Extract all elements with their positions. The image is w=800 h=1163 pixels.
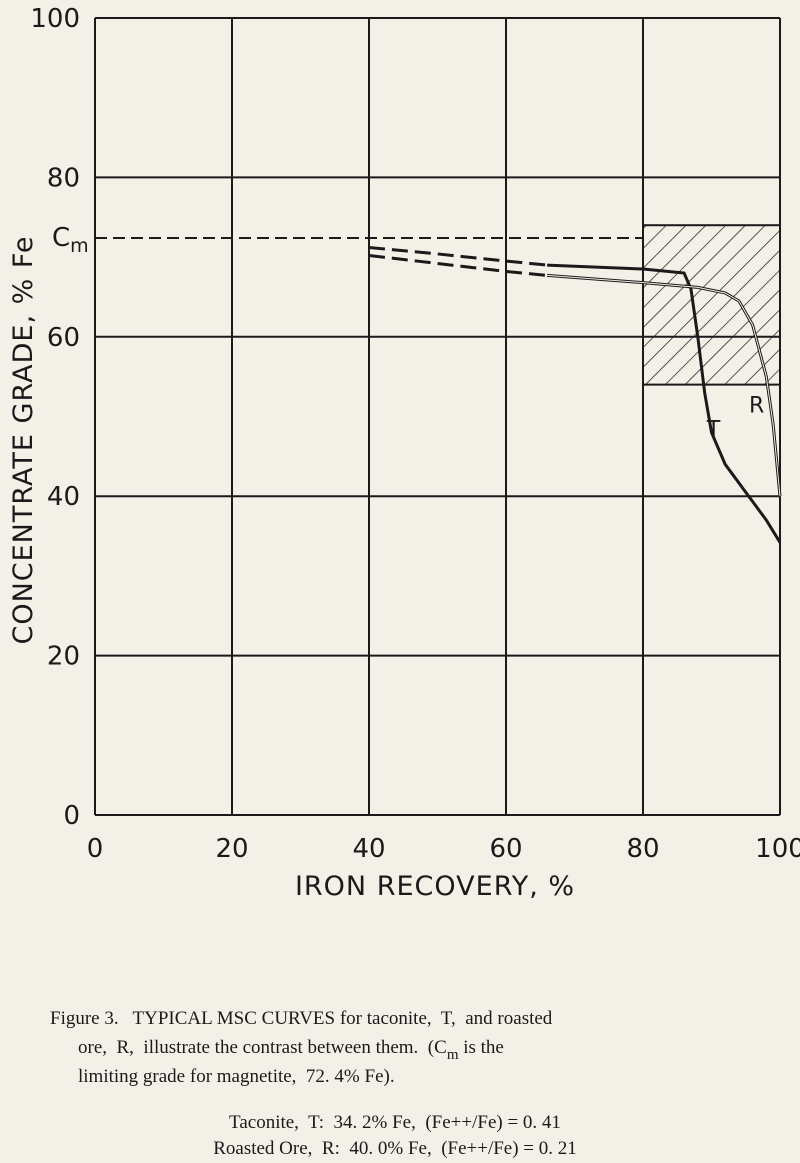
note-line: Roasted Ore, R: 40. 0% Fe, (Fe++/Fe) = 0… <box>213 1138 577 1159</box>
curve-label: R <box>749 394 764 419</box>
caption-line: limiting grade for magnetite, 72. 4% Fe)… <box>78 1066 395 1087</box>
x-axis-title: IRON RECOVERY, % <box>295 871 575 902</box>
curve <box>547 263 782 544</box>
curve <box>368 254 548 277</box>
curve-inner <box>547 274 781 497</box>
x-tick-label: 0 <box>87 834 104 864</box>
y-axis-title: CONCENTRATE GRADE, % Fe <box>8 235 39 644</box>
y-tick-label: 40 <box>47 482 80 512</box>
x-tick-label: 40 <box>352 834 385 864</box>
caption-part: limiting grade for magnetite, 72. 4% Fe)… <box>78 1066 395 1087</box>
x-tick-label: 80 <box>626 834 659 864</box>
curve-label: T <box>706 417 721 442</box>
caption-part: m <box>447 1047 459 1063</box>
caption-part: Figure 3. TYPICAL MSC CURVES for taconit… <box>50 1008 553 1029</box>
x-tick-label: 20 <box>215 834 248 864</box>
caption-line: Figure 3. TYPICAL MSC CURVES for taconit… <box>50 1008 553 1029</box>
hatched-region <box>642 224 781 386</box>
curve <box>368 246 548 267</box>
caption-part: is the <box>458 1037 503 1058</box>
y-tick-label: 80 <box>47 163 80 193</box>
y-tick-label: 0 <box>63 801 80 831</box>
y-tick-label: 20 <box>47 642 80 672</box>
caption-part: ore, R, illustrate the contrast between … <box>78 1037 447 1058</box>
cm-label: Cm <box>52 223 89 257</box>
cm-label-sub: m <box>70 235 89 257</box>
x-tick-label: 60 <box>489 834 522 864</box>
x-tick-label: 100 <box>755 834 800 864</box>
note-line: Taconite, T: 34. 2% Fe, (Fe++/Fe) = 0. 4… <box>229 1112 561 1133</box>
y-tick-label: 60 <box>47 323 80 353</box>
y-tick-label: 100 <box>30 4 80 34</box>
caption-line: ore, R, illustrate the contrast between … <box>78 1037 504 1063</box>
cm-label-main: C <box>52 223 70 253</box>
